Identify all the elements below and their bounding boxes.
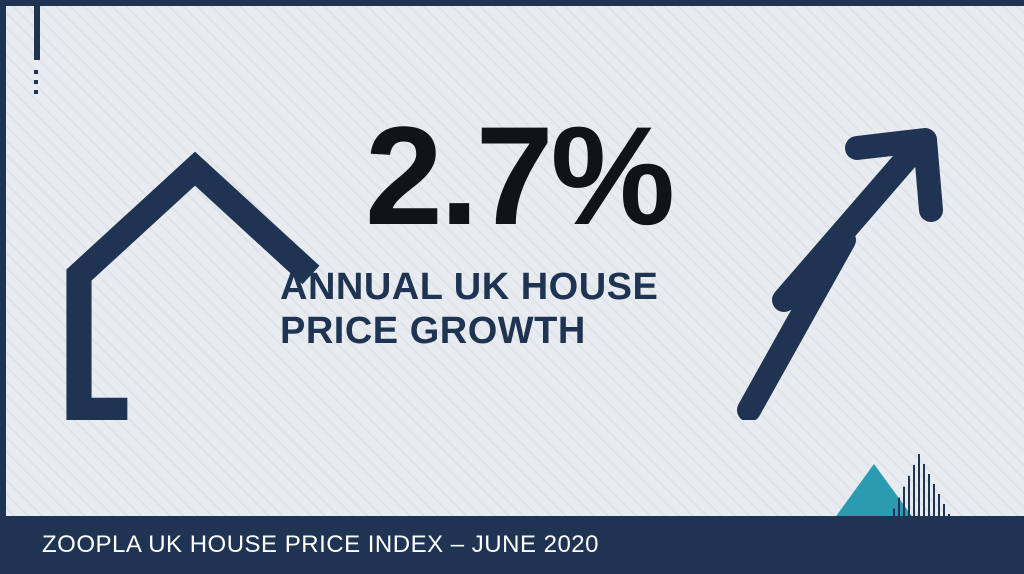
subtitle-line-1: ANNUAL UK HOUSE [280,266,658,310]
stat-value: 2.7% [365,95,672,257]
stat-subtitle: ANNUAL UK HOUSE PRICE GROWTH [280,266,658,353]
subtitle-line-2: PRICE GROWTH [280,310,658,354]
footer-text: ZOOPLA UK HOUSE PRICE INDEX – JUNE 2020 [42,531,599,559]
growth-arrow-icon [709,110,969,420]
footer-bar: ZOOPLA UK HOUSE PRICE INDEX – JUNE 2020 [0,516,1024,574]
